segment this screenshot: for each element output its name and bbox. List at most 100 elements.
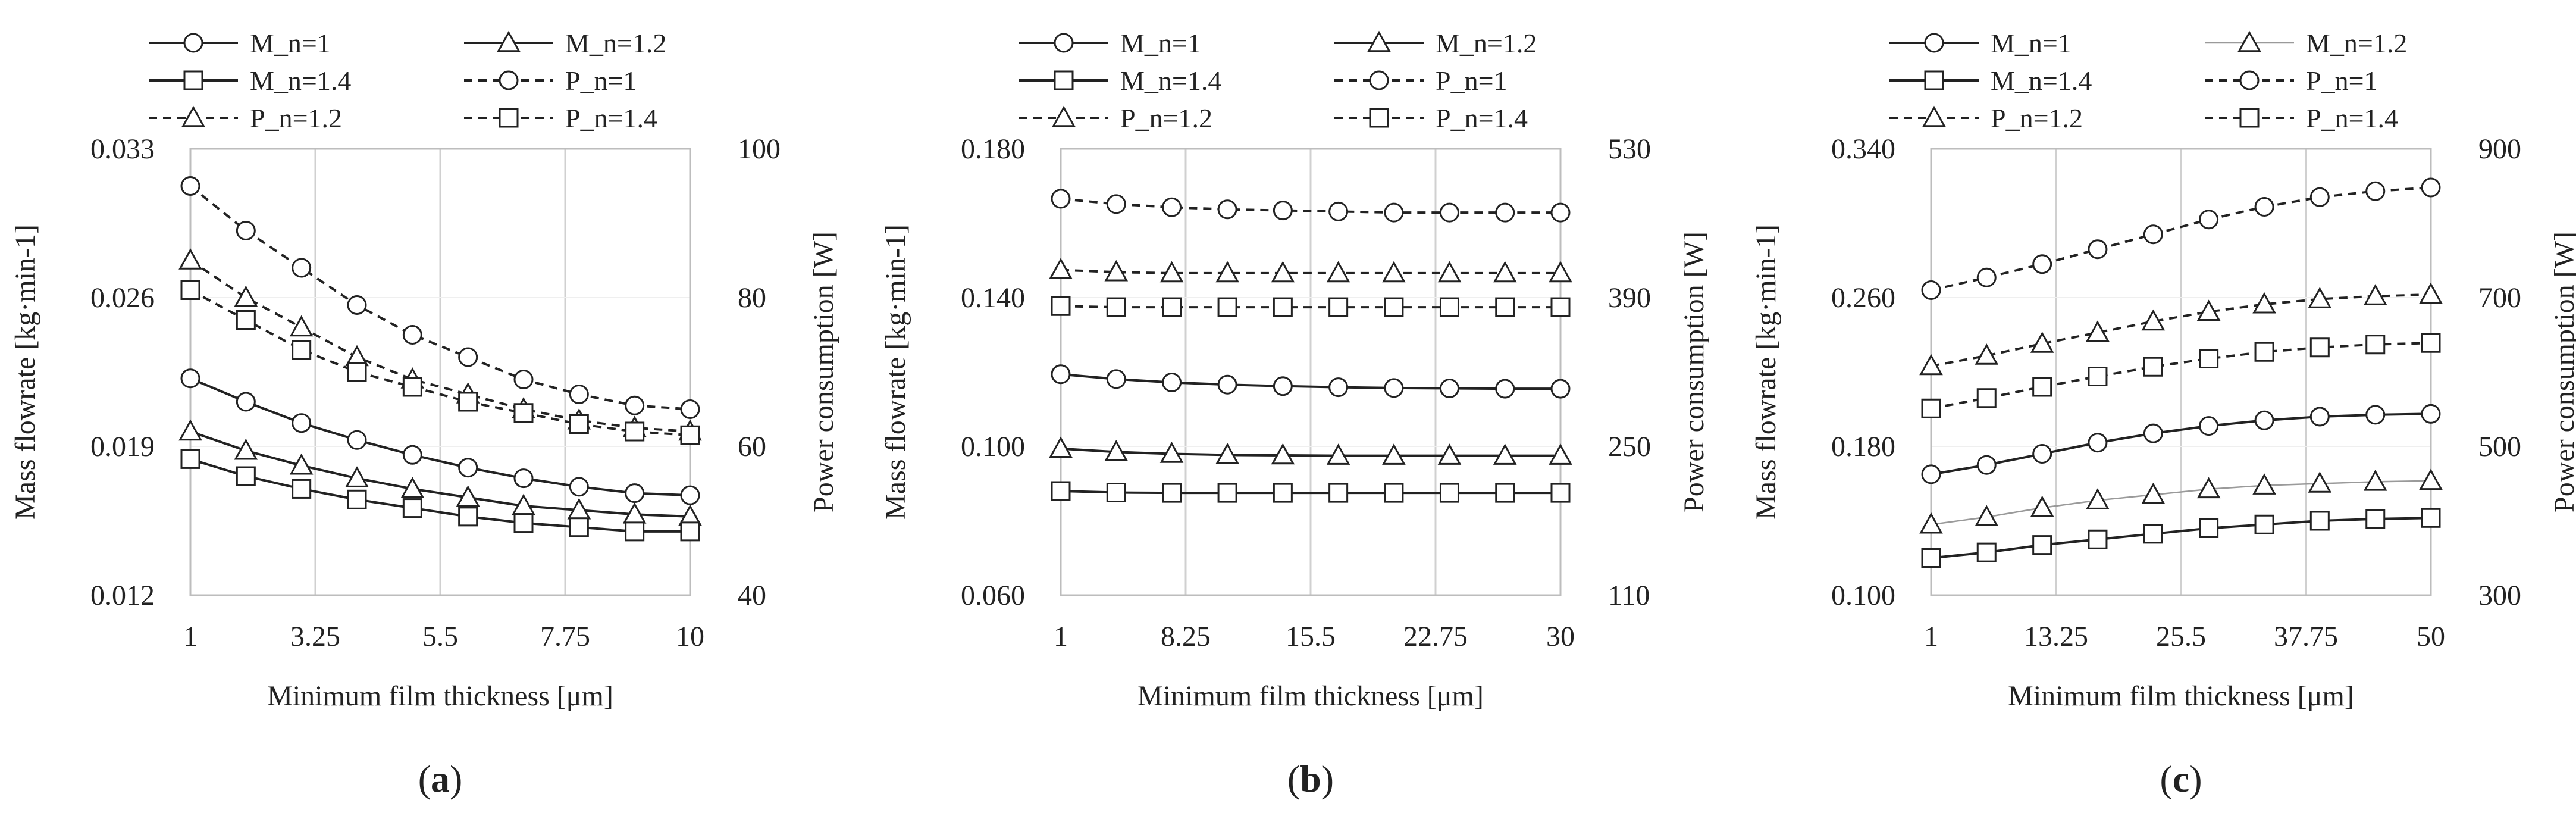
legend-item-P_n=1.4: P_n=1.4 [1334,103,1528,133]
data-point [402,325,422,345]
legend-marker [1054,33,1074,53]
legend-item-P_n=1.2: P_n=1.2 [1019,103,1212,133]
data-point [2141,482,2166,504]
legend-marker [1052,105,1076,127]
data-point [2199,416,2219,436]
data-point [1495,297,1515,317]
data-point [2421,333,2441,353]
data-point [1550,379,1571,399]
data-point [2143,224,2163,245]
data-point [1439,202,1459,223]
data-point [2196,477,2221,499]
data-point [1104,440,1129,461]
data-point [1495,202,1515,223]
legend-label: M_n=1 [1120,28,1201,58]
data-point [1382,261,1406,283]
data-point [569,517,589,537]
data-point [1439,483,1459,503]
data-point [569,385,589,404]
data-point [1550,202,1571,223]
legend-item-M_n=1: M_n=1 [1889,28,2072,58]
data-point [1921,548,1941,568]
series-P_n=1 [1051,189,1571,223]
data-point [2032,254,2052,274]
legend-label: M_n=1.4 [250,65,351,96]
x-tick-label: 37.75 [2274,621,2338,652]
series-M_n=1 [1921,404,2441,484]
legend-marker [1369,108,1389,128]
data-point [2365,181,2386,201]
legend-marker [1924,33,1944,53]
data-point [1495,483,1515,503]
data-point [402,498,422,518]
panel-label: (a) [418,758,463,800]
legend-marker [1367,30,1391,52]
data-point [1162,197,1182,217]
legend-marker [499,70,519,90]
data-point [625,521,645,542]
data-point [1384,202,1404,223]
data-point [513,513,534,533]
x-tick-label: 3.25 [290,621,340,652]
data-point [2030,495,2054,517]
y-right-axis-label: Power consumption [W] [2549,232,2576,512]
series-P_n=1 [180,176,700,419]
y-right-tick-label: 60 [738,431,766,462]
y-left-tick-label: 0.180 [1831,431,1895,462]
y-left-tick-label: 0.140 [961,282,1025,314]
data-point [2309,337,2330,358]
y-right-tick-label: 80 [738,282,766,314]
x-axis-label: Minimum film thickness [μm] [2008,680,2354,712]
data-point [1051,364,1071,385]
y-left-tick-label: 0.060 [961,580,1025,611]
data-point [1976,388,1997,408]
data-point [458,347,478,367]
data-point [292,258,312,278]
data-point [1328,201,1349,221]
data-point [1326,261,1350,283]
data-point [2254,514,2274,534]
data-point [1159,261,1184,283]
data-point [2032,377,2052,397]
data-point [1976,542,1997,562]
y-right-axis-label: Power consumption [W] [808,232,839,512]
data-point [180,449,200,469]
y-left-tick-label: 0.100 [961,431,1025,462]
x-axis-label: Minimum film thickness [μm] [1137,680,1484,712]
y-right-tick-label: 700 [2478,282,2521,314]
series-P_n=1.4 [1921,333,2441,418]
legend-label: M_n=1.2 [2306,28,2407,58]
data-point [513,403,534,423]
series-line [1060,490,1560,495]
data-point [1049,436,1073,458]
x-tick-label: 10 [676,621,704,652]
series-P_n=1.2 [1049,258,1572,283]
data-point [180,176,200,196]
data-point [289,453,314,475]
legend-label: M_n=1.4 [1120,65,1221,96]
data-point [1051,189,1071,209]
data-point [2254,410,2274,430]
data-point [1550,483,1571,503]
data-point [625,421,645,442]
data-point [2088,433,2108,453]
data-point [2199,210,2219,230]
legend-marker [1369,70,1389,90]
x-tick-label: 15.5 [1286,621,1336,652]
legend-marker [183,33,203,53]
legend-item-P_n=1.2: P_n=1.2 [1889,103,2083,133]
data-point [1273,483,1293,503]
y-left-tick-label: 0.260 [1831,282,1895,314]
data-point [2252,292,2276,314]
x-tick-label: 5.5 [422,621,458,652]
legend-marker [2239,108,2260,128]
data-point [625,483,645,504]
data-point [2254,197,2274,217]
data-point [180,368,200,389]
chart-panel-a: 1 3.25 5.5 7.75 10 0.012 0.019 0.026 0.033 40 60 80… [10,28,839,800]
legend-marker [1924,70,1944,90]
data-point [1328,297,1349,317]
data-point [680,399,700,419]
data-point [1273,297,1293,317]
data-point [292,340,312,360]
